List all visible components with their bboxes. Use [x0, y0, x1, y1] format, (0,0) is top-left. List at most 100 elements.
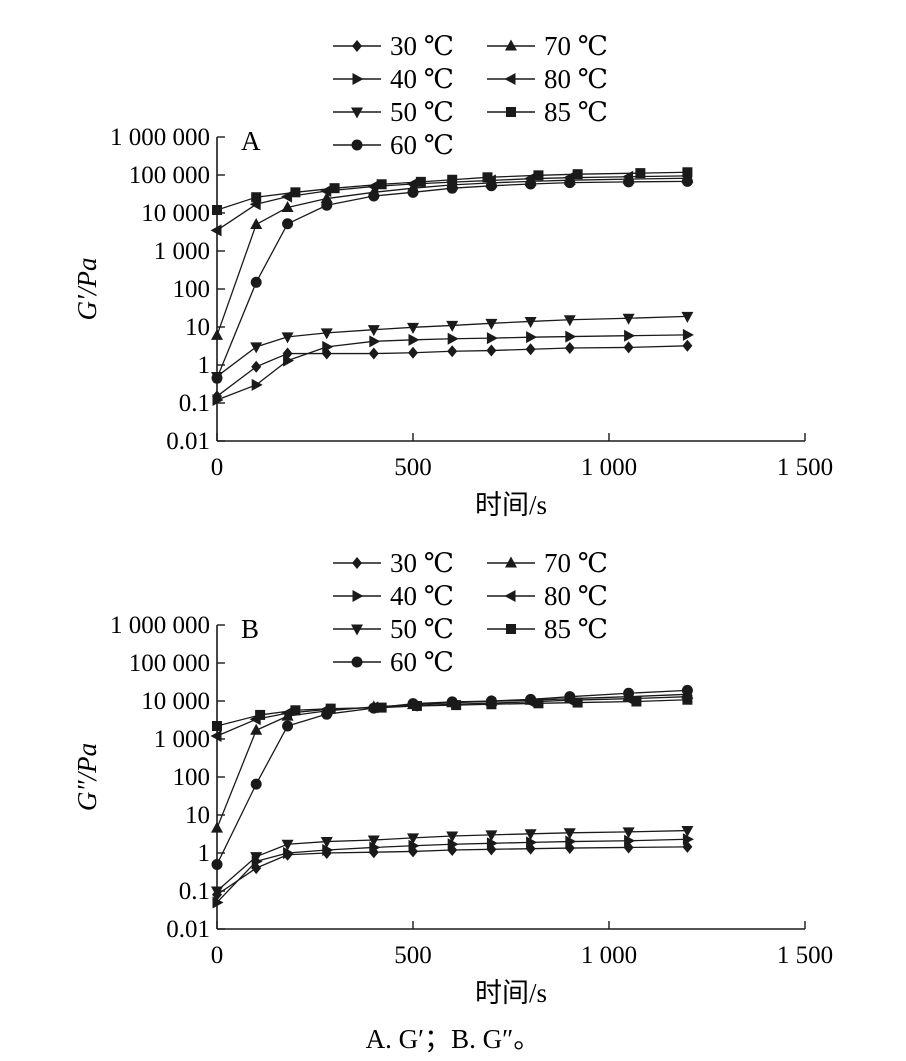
- series-square: [212, 694, 693, 731]
- series-diamond: [212, 339, 693, 403]
- data-point: [564, 342, 575, 355]
- data-point: [251, 360, 262, 373]
- data-point: [682, 328, 694, 341]
- series-line: [216, 180, 688, 379]
- data-point: [486, 837, 498, 850]
- y-tick-label: 1 000: [154, 238, 210, 265]
- legend-label: 30 ℃: [390, 31, 454, 61]
- y-tick-label: 1: [198, 352, 211, 379]
- data-point: [367, 835, 380, 847]
- x-tick-label: 500: [394, 942, 432, 969]
- series-line: [216, 171, 688, 211]
- data-point: [212, 204, 222, 215]
- data-point: [320, 184, 332, 197]
- y-tick-label: 100: [173, 276, 211, 303]
- figure-caption: A. G′；B. G″。: [366, 1024, 541, 1054]
- data-point: [526, 836, 538, 849]
- data-point: [406, 177, 418, 190]
- data-point: [451, 700, 462, 711]
- data-point: [524, 695, 536, 708]
- data-point: [563, 315, 576, 327]
- legend-label: 85 ℃: [544, 614, 608, 644]
- legend-label: 70 ℃: [544, 31, 608, 61]
- data-point: [408, 346, 418, 359]
- data-point: [682, 694, 693, 705]
- legend-marker: [504, 590, 516, 602]
- data-point: [572, 169, 583, 180]
- legend-marker: [351, 656, 363, 668]
- data-point: [533, 698, 544, 709]
- data-point: [250, 778, 262, 790]
- data-point: [368, 347, 379, 360]
- legend-label: 85 ℃: [544, 97, 608, 127]
- data-point: [282, 218, 294, 230]
- legend-label: 60 ℃: [390, 130, 454, 160]
- x-axis-title: 时间/s: [475, 978, 547, 1008]
- data-point: [635, 168, 646, 179]
- data-point: [210, 224, 222, 237]
- data-point: [320, 328, 333, 340]
- data-point: [572, 697, 583, 708]
- series-triangle-down: [211, 826, 694, 898]
- y-tick-label: 1 000 000: [110, 124, 210, 151]
- data-point: [250, 276, 262, 288]
- data-point: [369, 841, 381, 854]
- data-point: [281, 332, 294, 344]
- series-line: [216, 334, 688, 401]
- data-point: [290, 705, 301, 716]
- data-point: [283, 847, 295, 859]
- x-axis-title: 时间/s: [475, 490, 547, 520]
- data-point: [281, 200, 294, 212]
- y-tick-label: 0.1: [179, 390, 210, 417]
- data-point: [290, 187, 301, 198]
- data-point: [250, 217, 263, 229]
- x-tick-label: 500: [394, 454, 432, 481]
- series-line: [216, 838, 688, 903]
- data-point: [622, 827, 635, 839]
- data-point: [367, 180, 379, 193]
- data-point: [485, 318, 498, 330]
- data-point: [447, 838, 459, 851]
- y-tick-label: 100: [173, 764, 211, 791]
- legend-marker: [351, 107, 363, 119]
- data-point: [446, 320, 459, 332]
- x-tick-label: 1 500: [777, 942, 833, 969]
- series-line: [216, 829, 688, 892]
- y-tick-label: 100 000: [129, 650, 210, 677]
- series-line: [216, 177, 688, 336]
- y-tick-label: 1 000: [154, 726, 210, 753]
- series-line: [216, 315, 688, 377]
- data-point: [212, 393, 224, 406]
- y-tick-label: 10: [185, 314, 210, 341]
- data-point: [281, 839, 294, 851]
- data-point: [211, 858, 223, 870]
- legend-marker: [352, 590, 364, 602]
- legend-marker: [506, 107, 516, 117]
- legend-label: 50 ℃: [390, 97, 454, 127]
- legend-marker: [352, 73, 364, 85]
- y-tick-label: 0.01: [166, 428, 210, 455]
- legend-label: 50 ℃: [390, 614, 454, 644]
- data-point: [369, 335, 381, 348]
- panel-letter: B: [241, 614, 259, 644]
- data-point: [631, 696, 642, 707]
- data-point: [533, 170, 544, 181]
- data-point: [376, 702, 387, 713]
- data-point: [212, 720, 222, 731]
- data-point: [282, 720, 294, 732]
- legend-marker: [505, 556, 517, 568]
- data-point: [325, 703, 336, 714]
- legend-marker: [504, 73, 516, 85]
- data-point: [446, 831, 459, 843]
- chart-panel-b: 0.01 0.1 1 10 100 1 000 10 000 100 000 1 000 000…: [72, 548, 833, 1008]
- x-tick-label: 0: [211, 942, 224, 969]
- series-line: [216, 345, 688, 397]
- legend-label: 70 ℃: [544, 548, 608, 578]
- data-point: [565, 330, 577, 343]
- data-point: [447, 345, 458, 358]
- data-point: [367, 325, 380, 337]
- data-point: [250, 723, 263, 735]
- legend-label: 80 ℃: [544, 64, 608, 94]
- y-axis-title: G″/Pa: [72, 743, 102, 811]
